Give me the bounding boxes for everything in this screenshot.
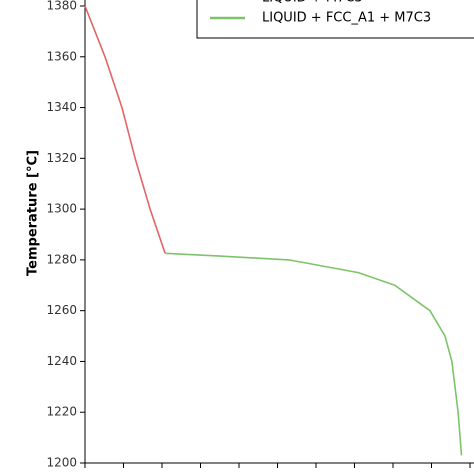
y-tick-label: 1200	[46, 456, 77, 470]
y-tick-label: 1320	[46, 151, 77, 165]
y-tick-label: 1280	[46, 252, 77, 266]
y-tick-label: 1380	[46, 0, 77, 13]
legend-label: LIQUID + M7C3	[262, 0, 363, 6]
y-tick-label: 1340	[46, 100, 77, 114]
y-tick-label: 1360	[46, 49, 77, 63]
legend-label: LIQUID + FCC_A1 + M7C3	[262, 11, 431, 26]
y-tick-label: 1300	[46, 202, 77, 216]
series-line	[165, 252, 463, 456]
y-tick-label: 1240	[46, 354, 77, 368]
series-line	[84, 5, 166, 254]
y-tick-label: 1260	[46, 303, 77, 317]
y-axis-label: Temperature [°C]	[26, 150, 41, 276]
y-tick-label: 1220	[46, 405, 77, 419]
